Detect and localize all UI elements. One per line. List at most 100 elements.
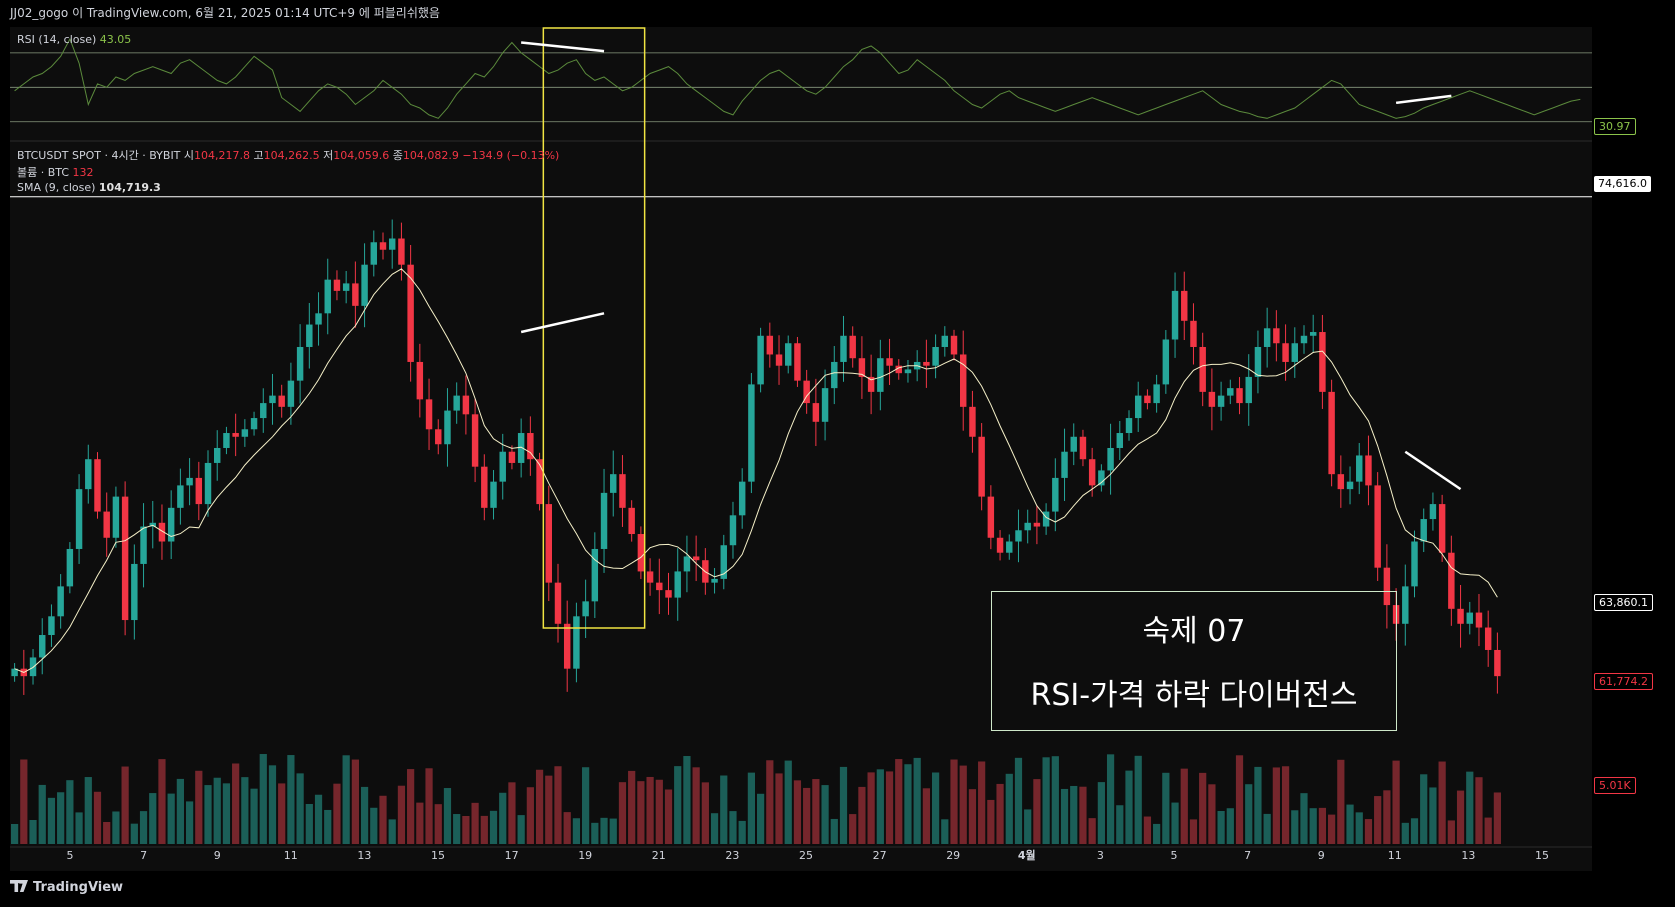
candle-body [1356,455,1363,482]
volume-bar [710,813,719,844]
volume-bar [1208,784,1216,844]
annotation-box[interactable]: 숙제 07 RSI-가격 하락 다이버전스 [991,591,1397,731]
candle-body [1328,391,1335,475]
x-tick-label: 23 [725,849,739,862]
candle-body [296,346,304,381]
volume-bar [1493,792,1501,844]
candle-body [978,436,985,497]
sma-legend-name: SMA (9, close) [17,181,96,194]
volume-bar [803,787,811,844]
open-label: 시 [183,149,195,162]
candle-body [1254,346,1262,377]
candle-body [462,395,470,415]
volume-bar [471,802,479,844]
volume-bar [130,823,138,844]
candle-body [950,335,958,355]
volume-bar [1438,761,1446,844]
volume-bar [830,818,838,844]
candle-body [48,616,55,636]
volume-bar [1328,814,1336,844]
volume-bar [1024,809,1032,844]
volume-bar [1226,808,1234,844]
volume-bar [683,756,691,844]
volume-bar [1235,755,1244,844]
volume-bar [434,804,442,844]
volume-bar [1097,782,1105,844]
candle-body [158,522,166,542]
volume-bar [397,785,406,844]
x-tick-label: 7 [140,849,147,862]
rsi-divergence-line-2 [1395,94,1452,105]
candle-body [453,395,460,411]
sma-legend[interactable]: SMA (9, close) 104,719.3 [17,181,161,194]
candle-body [85,459,92,490]
volume-bar [425,768,433,844]
volume-bar [1116,805,1124,844]
rsi-legend-value: 43.05 [99,33,132,46]
volume-bar [591,822,599,844]
candle-body [342,283,350,291]
volume-bar [839,766,848,844]
volume-bar [904,764,912,844]
x-tick-label: 13 [357,849,371,862]
x-tick-label: 11 [284,849,298,862]
candle-body [1015,530,1022,542]
candle-body [1402,586,1409,624]
candle-body [75,489,83,549]
volume-bar [1005,773,1013,844]
volume-bar [941,819,949,844]
candle-body [923,361,930,366]
candle-body [785,343,792,366]
candle-body [250,418,258,430]
price-legend[interactable]: BTCUSDT SPOT · 4시간 · BYBIT 시104,217.8 고1… [17,147,559,163]
candle-body [757,335,764,385]
volume-bar [379,795,387,844]
candle-body [140,526,147,564]
candle-body [1125,418,1133,434]
volume-bar [554,766,562,844]
candle-body [886,358,893,366]
x-tick-label: 29 [946,849,960,862]
candle-body [278,395,285,407]
candle-body [121,496,129,621]
x-tick-label: 9 [214,849,221,862]
candle-body [517,433,525,463]
candle-body [665,590,672,598]
candle-body [269,395,276,404]
candle-body [748,384,755,482]
tradingview-logo[interactable]: TradingView [10,880,123,895]
candle-body [1107,447,1114,471]
candle-body [766,335,774,355]
candle-body [1079,436,1087,460]
x-tick-label: 25 [799,849,813,862]
volume-bar [176,778,184,844]
candle-body [1420,519,1427,542]
volume-bar [628,770,636,844]
candle-body [57,586,64,617]
sma-line [14,268,1498,673]
volume-legend[interactable]: 볼륨 · BTC 132 [17,164,94,180]
volume-bar [793,780,802,844]
candle-body [1061,451,1068,478]
candle-body [996,537,1004,553]
candle-body [425,399,433,430]
rsi-legend-name: RSI (14, close) [17,33,97,46]
candle-body [306,324,313,347]
candle-body [490,481,497,508]
candle-body [637,534,645,572]
volume-bar [195,770,203,844]
candle-body [1088,459,1096,486]
volume-bar [1383,790,1391,844]
volume-bar [1318,807,1327,844]
candle-body [1227,388,1234,396]
candle-body [628,507,635,535]
volume-bar [1042,757,1050,844]
volume-bar [931,772,940,844]
chart-frame[interactable]: 80.0060.0040.0020.0075,000.074,000.073,0… [10,27,1651,871]
volume-bar [858,786,866,844]
candle-body [352,283,359,306]
volume-bar [1355,812,1363,844]
publish-line: JJ02_gogo 이 TradingView.com, 6월 21, 2025… [10,6,440,20]
chart-canvas[interactable]: 80.0060.0040.0020.0075,000.074,000.073,0… [10,27,1592,871]
rsi-legend[interactable]: RSI (14, close) 43.05 [17,33,131,46]
